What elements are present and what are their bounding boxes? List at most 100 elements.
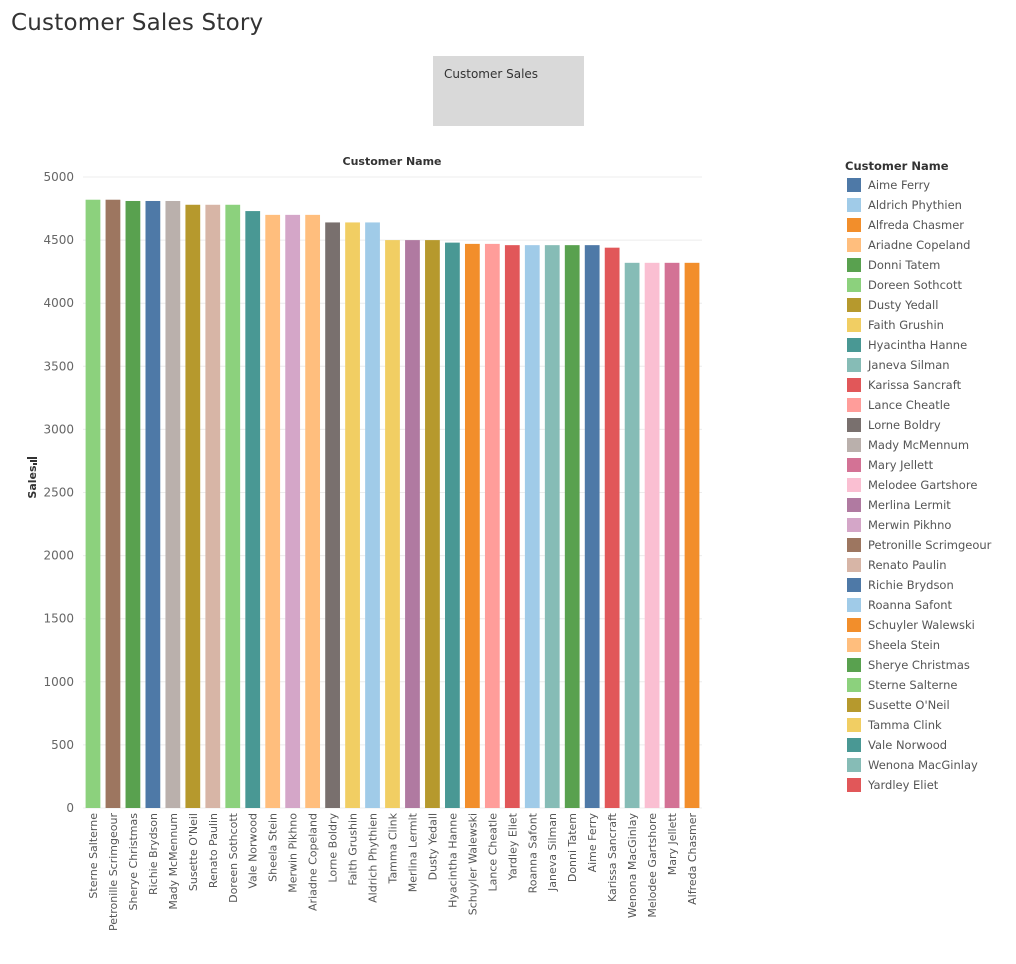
x-tick-label: Merlina Lermit — [406, 812, 419, 892]
legend-swatch — [847, 658, 861, 672]
color-legend: Customer Name Aime Ferry Aldrich Phythien… — [845, 157, 1015, 795]
bar[interactable] — [524, 245, 540, 808]
legend-item-label: Petronille Scrimgeour — [868, 538, 992, 552]
legend-item[interactable]: Janeva Silman — [845, 355, 1015, 375]
legend-item[interactable]: Aime Ferry — [845, 175, 1015, 195]
legend-item-label: Sheela Stein — [868, 638, 941, 652]
legend-item-label: Tamma Clink — [868, 718, 942, 732]
bar[interactable] — [664, 262, 680, 808]
legend-swatch — [847, 358, 861, 372]
legend-item[interactable]: Petronille Scrimgeour — [845, 535, 1015, 555]
legend-item[interactable]: Aldrich Phythien — [845, 195, 1015, 215]
x-tick-label: Yardley Eliet — [506, 812, 519, 881]
legend-swatch — [847, 718, 861, 732]
bar[interactable] — [464, 243, 480, 809]
x-tick-label: Doreen Sothcott — [227, 812, 240, 903]
x-tick-label: Alfreda Chasmer — [686, 813, 699, 905]
legend-item[interactable]: Sterne Salterne — [845, 675, 1015, 695]
bar[interactable] — [604, 247, 620, 808]
bar[interactable] — [684, 262, 700, 808]
legend-item[interactable]: Vale Norwood — [845, 735, 1015, 755]
bar[interactable] — [225, 204, 241, 808]
legend-item[interactable]: Dusty Yedall — [845, 295, 1015, 315]
legend-item-label: Merlina Lermit — [868, 498, 951, 512]
legend-item[interactable]: Lorne Boldry — [845, 415, 1015, 435]
bar[interactable] — [544, 245, 560, 808]
legend-item[interactable]: Roanna Safont — [845, 595, 1015, 615]
x-tick-label: Renato Paulin — [207, 813, 220, 888]
legend-swatch — [847, 338, 861, 352]
legend-item[interactable]: Ariadne Copeland — [845, 235, 1015, 255]
bar[interactable] — [624, 262, 640, 808]
legend-item-label: Aldrich Phythien — [868, 198, 962, 212]
legend-item[interactable]: Donni Tatem — [845, 255, 1015, 275]
legend-swatch — [847, 698, 861, 712]
bar[interactable] — [365, 222, 380, 808]
bar[interactable] — [325, 222, 340, 808]
bar[interactable] — [285, 214, 301, 809]
legend-item[interactable]: Schuyler Walewski — [845, 615, 1015, 635]
bar[interactable] — [125, 200, 141, 808]
x-tick-label: Tamma Clink — [387, 812, 400, 884]
bar[interactable] — [405, 240, 420, 809]
legend-item[interactable]: Lance Cheatle — [845, 395, 1015, 415]
legend-swatch — [847, 458, 861, 472]
bar[interactable] — [445, 242, 460, 808]
legend-item[interactable]: Sheela Stein — [845, 635, 1015, 655]
bar[interactable] — [85, 199, 101, 808]
legend-item[interactable]: Mary Jellett — [845, 455, 1015, 475]
bar[interactable] — [345, 222, 360, 808]
x-tick-label: Roanna Safont — [526, 812, 539, 893]
legend-item-label: Karissa Sancraft — [868, 378, 962, 392]
legend-item[interactable]: Yardley Eliet — [845, 775, 1015, 795]
x-tick-label: Lorne Boldry — [327, 813, 340, 883]
bar[interactable] — [504, 245, 520, 808]
x-tick-label: Mary Jellett — [666, 812, 679, 875]
legend-swatch — [847, 198, 861, 212]
legend-item[interactable]: Sherye Christmas — [845, 655, 1015, 675]
y-tick-label: 500 — [51, 738, 74, 752]
legend-swatch — [847, 498, 861, 512]
legend-item[interactable]: Doreen Sothcott — [845, 275, 1015, 295]
legend-item[interactable]: Renato Paulin — [845, 555, 1015, 575]
bar[interactable] — [484, 243, 500, 809]
legend-item[interactable]: Merlina Lermit — [845, 495, 1015, 515]
legend-item[interactable]: Richie Brydson — [845, 575, 1015, 595]
bar[interactable] — [564, 245, 580, 808]
bar[interactable] — [105, 199, 121, 808]
x-tick-label: Sherye Christmas — [127, 813, 140, 911]
bar[interactable] — [385, 240, 400, 809]
y-tick-label: 5000 — [43, 170, 74, 184]
legend-item[interactable]: Hyacintha Hanne — [845, 335, 1015, 355]
legend-items: Aime Ferry Aldrich Phythien Alfreda Chasme… — [845, 175, 1015, 795]
bar[interactable] — [245, 211, 261, 809]
x-tick-label: Mady McMennum — [167, 813, 180, 910]
y-tick-label: 3500 — [43, 359, 74, 373]
legend-item[interactable]: Karissa Sancraft — [845, 375, 1015, 395]
bar[interactable] — [425, 240, 440, 809]
bar[interactable] — [265, 214, 281, 809]
bar[interactable] — [584, 245, 600, 808]
bar[interactable] — [205, 204, 221, 808]
legend-item-label: Doreen Sothcott — [868, 278, 962, 292]
legend-item[interactable]: Melodee Gartshore — [845, 475, 1015, 495]
legend-item[interactable]: Alfreda Chasmer — [845, 215, 1015, 235]
legend-item[interactable]: Mady McMennum — [845, 435, 1015, 455]
bar[interactable] — [644, 262, 660, 808]
legend-item[interactable]: Merwin Pikhno — [845, 515, 1015, 535]
legend-item[interactable]: Tamma Clink — [845, 715, 1015, 735]
legend-item[interactable]: Susette O'Neil — [845, 695, 1015, 715]
x-tick-label: Lance Cheatle — [486, 813, 499, 892]
legend-item[interactable]: Faith Grushin — [845, 315, 1015, 335]
bar[interactable] — [305, 214, 321, 809]
sort-descending-icon[interactable] — [27, 457, 37, 465]
legend-item[interactable]: Wenona MacGinlay — [845, 755, 1015, 775]
legend-item-label: Renato Paulin — [868, 558, 947, 572]
legend-item-label: Susette O'Neil — [868, 698, 950, 712]
bar[interactable] — [145, 200, 161, 808]
legend-item-label: Melodee Gartshore — [868, 478, 978, 492]
bar[interactable] — [185, 204, 201, 808]
story-point-customer-sales[interactable]: Customer Sales — [433, 56, 584, 126]
x-tick-label: Ariadne Copeland — [307, 813, 320, 911]
bar[interactable] — [165, 200, 181, 808]
